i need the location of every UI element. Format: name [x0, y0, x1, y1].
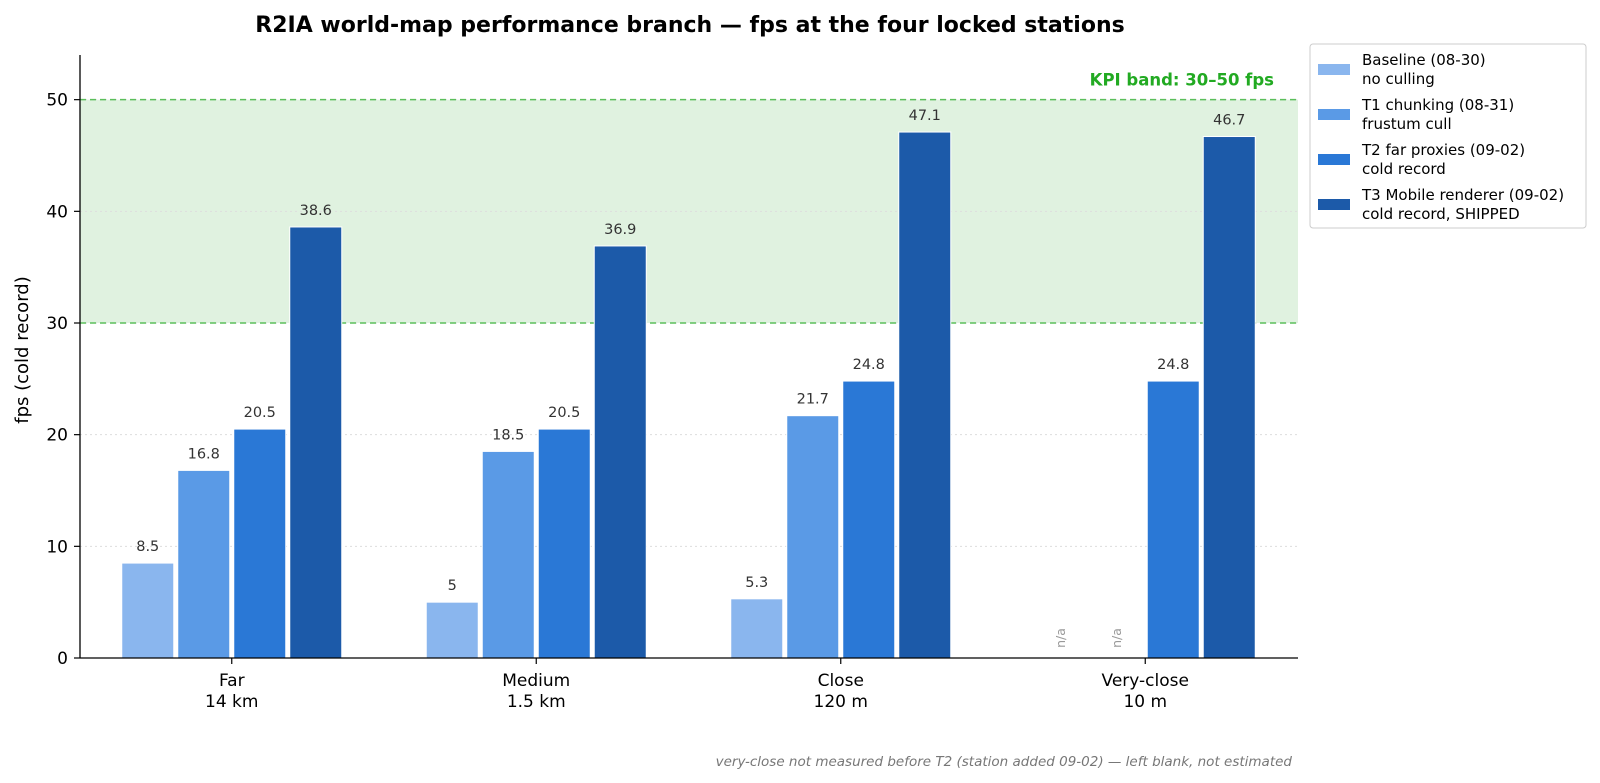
na-label: n/a: [1109, 628, 1124, 648]
bar-marks: [121, 131, 1256, 659]
y-axis-ticks: 0 10 20 30 40 50: [46, 91, 80, 669]
y-tick-label: 10: [46, 537, 68, 557]
value-label: 20.5: [548, 405, 580, 421]
legend-items: Baseline (08-30)no culling T1 chunking (0…: [1318, 51, 1564, 223]
value-label: 36.9: [604, 222, 636, 238]
x-tick-sublabel: 1.5 km: [507, 692, 566, 712]
bar: [1146, 380, 1200, 659]
bar: [481, 450, 535, 659]
y-tick-label: 0: [57, 649, 68, 669]
bar: [842, 380, 896, 659]
value-label: 18.5: [492, 427, 524, 443]
y-tick-label: 40: [46, 202, 68, 222]
value-label: 38.6: [300, 203, 332, 219]
legend-swatch: [1318, 64, 1350, 75]
bar: [177, 469, 231, 659]
plot-area: KPI band: 30–50 fps 8.5 16.8 20.5 38.6 5 18.5…: [46, 55, 1298, 712]
bar: [786, 415, 840, 659]
legend-swatch: [1318, 199, 1350, 210]
legend: Baseline (08-30)no culling T1 chunking (0…: [1309, 43, 1587, 229]
legend-swatch: [1318, 154, 1350, 165]
value-label: 5: [448, 578, 457, 594]
y-tick-label: 50: [46, 91, 68, 111]
legend-label: Baseline (08-30): [1362, 51, 1486, 69]
value-label: 24.8: [853, 357, 885, 373]
legend-label: T2 far proxies (09-02): [1361, 141, 1525, 159]
x-tick-label: Very-close: [1102, 671, 1189, 691]
bar: [730, 598, 784, 659]
legend-sublabel: cold record: [1362, 160, 1446, 178]
x-tick-sublabel: 120 m: [814, 692, 868, 712]
legend-sublabel: cold record, SHIPPED: [1362, 205, 1520, 223]
bar: [537, 428, 591, 659]
bar: [593, 245, 647, 659]
legend-frame: [1309, 43, 1587, 229]
y-axis-label: fps (cold record): [12, 276, 33, 423]
bar: [289, 226, 343, 659]
footnote: very-close not measured before T2 (stati…: [716, 754, 1293, 770]
value-label: 16.8: [188, 446, 220, 462]
y-tick-label: 20: [46, 426, 68, 446]
value-label: 5.3: [745, 575, 768, 591]
x-tick-label: Close: [818, 671, 864, 691]
na-label: n/a: [1053, 628, 1068, 648]
value-label: 47.1: [909, 108, 941, 124]
legend-sublabel: frustum cull: [1362, 115, 1452, 133]
value-label: 20.5: [244, 405, 276, 421]
bar: [1202, 136, 1256, 659]
x-tick-sublabel: 10 m: [1123, 692, 1167, 712]
chart-title: R2IA world-map performance branch — fps …: [255, 13, 1124, 38]
x-tick-label: Far: [219, 671, 245, 691]
legend-swatch: [1318, 109, 1350, 120]
bar: [121, 562, 175, 659]
value-label: 46.7: [1213, 113, 1245, 129]
kpi-band-label: KPI band: 30–50 fps: [1090, 71, 1275, 90]
bar: [898, 131, 952, 659]
value-label: 8.5: [136, 539, 159, 555]
legend-label: T1 chunking (08-31): [1361, 96, 1514, 114]
y-tick-label: 30: [46, 314, 68, 334]
x-tick-sublabel: 14 km: [205, 692, 258, 712]
legend-sublabel: no culling: [1362, 70, 1435, 88]
x-tick-label: Medium: [502, 671, 570, 691]
bar: [233, 428, 287, 659]
value-label: 24.8: [1157, 357, 1189, 373]
value-label: 21.7: [797, 392, 829, 408]
bar: [425, 601, 479, 659]
value-labels: 8.5 16.8 20.5 38.6 5 18.5 20.5 36.9 5.3 21.7 24.8 4…: [136, 108, 1245, 648]
legend-label: T3 Mobile renderer (09-02): [1361, 186, 1564, 204]
